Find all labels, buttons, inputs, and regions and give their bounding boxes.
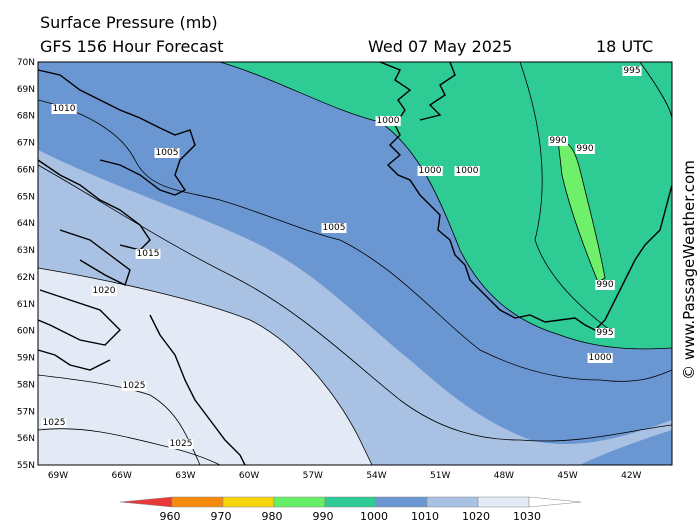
- lat-label: 63N: [17, 246, 35, 256]
- lon-label: 63W: [175, 471, 195, 481]
- contour-label: 1005: [156, 148, 179, 158]
- contour-label-box: [168, 439, 194, 449]
- lat-label: 58N: [17, 380, 35, 390]
- lat-label: 59N: [17, 354, 35, 364]
- date: Wed 07 May 2025: [368, 37, 512, 56]
- colorbar-segment: [273, 496, 326, 508]
- lat-label: 62N: [17, 273, 35, 283]
- lat-label: 61N: [17, 300, 35, 310]
- lon-label: 51W: [430, 471, 450, 481]
- contour-label-box: [121, 381, 147, 391]
- watermark: © www.PassageWeather.com: [680, 160, 698, 380]
- lon-label: 66W: [112, 471, 132, 481]
- contour-label: 1000: [419, 166, 442, 176]
- colorbar-segment: [324, 496, 377, 508]
- map-frame: [37, 61, 673, 466]
- colorbar-label: 1010: [411, 510, 439, 523]
- lat-label: 70N: [17, 58, 35, 68]
- coastlines: [37, 61, 673, 466]
- colorbar-label: 1000: [360, 510, 388, 523]
- contour-label: 1020: [93, 286, 116, 296]
- lat-label: 69N: [17, 85, 35, 95]
- contour-label-box: [375, 116, 401, 126]
- contour-label: 1015: [137, 249, 160, 259]
- colorbar-segment: [477, 496, 530, 508]
- map-area: [37, 61, 673, 466]
- contour-label-box: [595, 280, 615, 290]
- lat-label: 56N: [17, 434, 35, 444]
- contour-label: 1000: [377, 116, 400, 126]
- lat-label: 64N: [17, 219, 35, 229]
- colorbar-segment: [171, 496, 224, 508]
- contour-label-box: [417, 166, 443, 176]
- contour-label: 1000: [589, 353, 612, 363]
- isobars: [37, 61, 673, 466]
- lon-label: 54W: [366, 471, 386, 481]
- contour-label: 990: [549, 136, 566, 146]
- colorbar-label: 970: [211, 510, 232, 523]
- lon-label: 69W: [48, 471, 68, 481]
- contour-label-box: [321, 223, 347, 233]
- contour-label-box: [91, 286, 117, 296]
- contour-label-box: [51, 104, 77, 114]
- lat-label: 55N: [17, 461, 35, 471]
- lon-label: 60W: [239, 471, 259, 481]
- contour-label-box: [587, 353, 613, 363]
- lon-label: 48W: [494, 471, 514, 481]
- contour-label-box: [575, 144, 595, 154]
- band-990: [558, 140, 605, 282]
- contour-label-box: [454, 166, 480, 176]
- contour-label: 990: [596, 280, 613, 290]
- colorbar-label: 1030: [513, 510, 541, 523]
- contour-label-box: [595, 328, 615, 338]
- contour-label-box: [622, 66, 642, 76]
- colorbar-label: 960: [160, 510, 181, 523]
- colorbar-segment: [426, 496, 479, 508]
- colorbar-label: 980: [262, 510, 283, 523]
- lat-label: 67N: [17, 139, 35, 149]
- lon-label: 45W: [557, 471, 577, 481]
- contour-label: 1025: [123, 381, 146, 391]
- colorbar-label: 1020: [462, 510, 490, 523]
- contour-label: 1005: [323, 223, 346, 233]
- lat-label: 68N: [17, 112, 35, 122]
- lon-label: 57W: [303, 471, 323, 481]
- contour-label: 1025: [43, 418, 66, 428]
- contour-label: 995: [623, 66, 640, 76]
- contour-label-box: [548, 136, 568, 146]
- contour-label-box: [41, 418, 67, 428]
- band-1030: [38, 268, 372, 465]
- subtitle: GFS 156 Hour Forecast: [40, 37, 224, 56]
- lat-label: 65N: [17, 192, 35, 202]
- colorbar-segment: [222, 496, 275, 508]
- lon-label: 42W: [621, 471, 641, 481]
- contour-label: 1000: [456, 166, 479, 176]
- title: Surface Pressure (mb): [40, 13, 218, 32]
- lat-label: 60N: [17, 327, 35, 337]
- time: 18 UTC: [596, 37, 653, 56]
- lat-label: 66N: [17, 165, 35, 175]
- contour-label: 990: [576, 144, 593, 154]
- contour-label: 995: [596, 328, 613, 338]
- contour-label: 1010: [53, 104, 76, 114]
- colorbar-arrow: [528, 496, 582, 508]
- band-1000: [220, 62, 672, 349]
- lat-label: 57N: [17, 407, 35, 417]
- contour-label: 1025: [170, 439, 193, 449]
- colorbar-arrow: [119, 496, 173, 508]
- colorbar-label: 990: [313, 510, 334, 523]
- colorbar-segment: [375, 496, 428, 508]
- contour-label-box: [135, 249, 161, 259]
- contour-label-box: [154, 148, 180, 158]
